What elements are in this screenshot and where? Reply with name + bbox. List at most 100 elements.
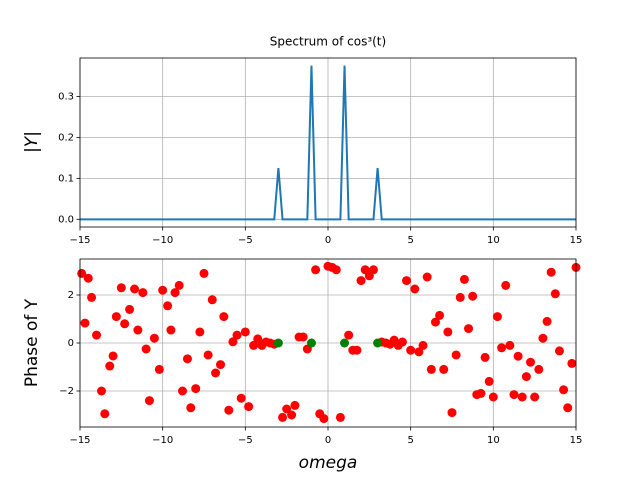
- point: [319, 414, 329, 424]
- point: [542, 316, 552, 326]
- point: [224, 405, 234, 415]
- point: [484, 376, 494, 386]
- point: [505, 340, 515, 350]
- point: [418, 340, 428, 350]
- point: [287, 410, 297, 420]
- point: [497, 343, 507, 353]
- point: [340, 338, 350, 348]
- point: [249, 340, 259, 350]
- point: [406, 345, 416, 355]
- point: [144, 396, 154, 406]
- point: [414, 347, 424, 357]
- point: [130, 284, 140, 294]
- point: [567, 358, 577, 368]
- point: [216, 360, 226, 370]
- point: [501, 280, 511, 290]
- point: [410, 284, 420, 294]
- point: [298, 332, 308, 342]
- point: [464, 324, 474, 334]
- x-tick-label: −5: [238, 435, 253, 446]
- point: [538, 333, 548, 343]
- point: [240, 327, 250, 337]
- y-tick-label: 0.1: [58, 173, 74, 184]
- x-tick-label: 10: [487, 435, 500, 446]
- x-tick-label: 0: [325, 235, 331, 246]
- x-tick-label: −5: [238, 235, 253, 246]
- x-tick-label: −10: [152, 435, 173, 446]
- point: [273, 338, 283, 348]
- point: [158, 285, 168, 295]
- point: [526, 357, 536, 367]
- x-tick-label: 15: [570, 235, 583, 246]
- point: [149, 333, 159, 343]
- y-tick-label: −2: [59, 386, 74, 397]
- point: [163, 301, 173, 311]
- point: [100, 409, 110, 419]
- point: [534, 364, 544, 374]
- point: [517, 392, 527, 402]
- point: [182, 354, 192, 364]
- y-tick-label: 0.2: [58, 132, 74, 143]
- point: [550, 289, 560, 299]
- y-tick-label: 0.3: [58, 91, 74, 102]
- point: [219, 312, 229, 322]
- x-tick-label: −10: [152, 235, 173, 246]
- point: [459, 274, 469, 284]
- point: [207, 295, 217, 305]
- point: [397, 337, 407, 347]
- point: [530, 392, 540, 402]
- axes-frame: [79, 57, 577, 228]
- point: [116, 283, 126, 293]
- point: [468, 291, 478, 301]
- point: [111, 312, 121, 322]
- point: [83, 273, 93, 283]
- point: [435, 310, 445, 320]
- point: [236, 393, 246, 403]
- point: [133, 325, 143, 335]
- point: [559, 385, 569, 395]
- x-tick-label: 15: [570, 435, 583, 446]
- point: [178, 386, 188, 396]
- point: [306, 338, 316, 348]
- point: [120, 319, 130, 329]
- x-tick-label: −15: [69, 235, 90, 246]
- point: [554, 346, 564, 356]
- point: [430, 317, 440, 327]
- point: [244, 402, 254, 412]
- y-tick-label: 2: [68, 290, 74, 301]
- point: [480, 352, 490, 362]
- point: [509, 390, 519, 400]
- point: [451, 350, 461, 360]
- point: [195, 327, 205, 337]
- point: [402, 276, 412, 286]
- point: [447, 408, 457, 418]
- point: [439, 364, 449, 374]
- point: [125, 304, 135, 314]
- point: [488, 392, 498, 402]
- point: [92, 330, 102, 340]
- point: [211, 368, 221, 378]
- point: [352, 345, 362, 355]
- point: [331, 265, 341, 275]
- x-tick-label: 0: [325, 435, 331, 446]
- x-tick-label: 5: [407, 435, 413, 446]
- point: [282, 404, 292, 414]
- point: [253, 334, 263, 344]
- point: [166, 325, 176, 335]
- point: [105, 361, 115, 371]
- point: [154, 364, 164, 374]
- point: [476, 388, 486, 398]
- y-axis-label: Phase of Y: [22, 298, 42, 387]
- point: [203, 350, 213, 360]
- point: [278, 412, 288, 422]
- point: [199, 268, 209, 278]
- point: [141, 344, 151, 354]
- point: [521, 372, 531, 382]
- chart-title: Spectrum of cos³(t): [270, 35, 386, 49]
- point: [492, 312, 502, 322]
- point: [546, 267, 556, 277]
- point: [563, 403, 573, 413]
- point: [455, 292, 465, 302]
- point: [443, 327, 453, 337]
